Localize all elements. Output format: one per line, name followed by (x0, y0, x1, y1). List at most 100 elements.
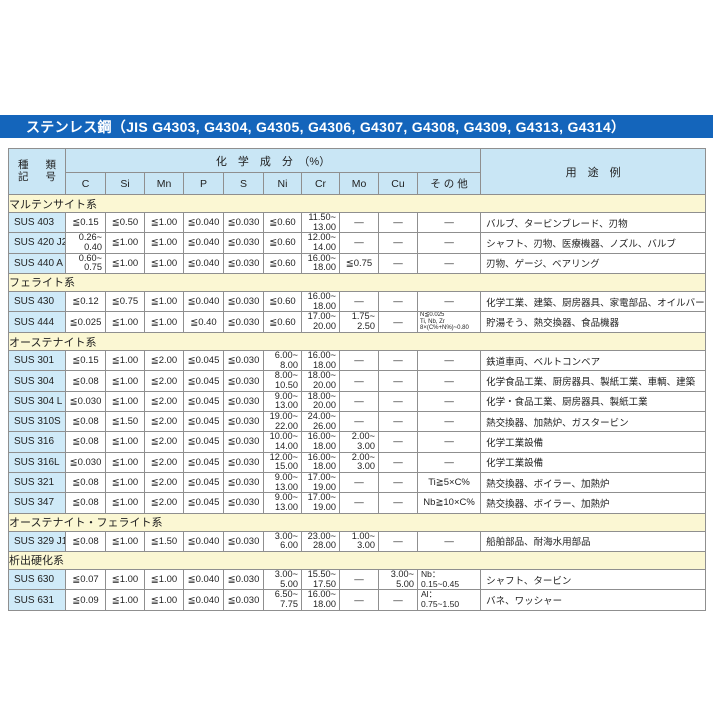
cell-code: SUS 630 (8, 568, 66, 591)
table-row: SUS 329 J1 ≦0.08 ≦1.00 ≦1.50 ≦0.040 ≦0.030 3.0… (8, 530, 707, 552)
cell-s: ≦0.030 (223, 492, 264, 514)
cell-usage: 化学工業設備 (480, 451, 707, 473)
cell-mo: — (339, 589, 379, 611)
cell-s: ≦0.030 (223, 471, 264, 494)
cell-mn: ≦1.00 (144, 252, 184, 274)
cell-c: ≦0.07 (65, 568, 106, 591)
cell-other: — (416, 451, 482, 473)
cell-si: ≦1.00 (105, 252, 145, 274)
cell-code: SUS 440 A (8, 252, 66, 274)
cell-usage: 刃物、ゲージ、ベアリング (480, 252, 707, 274)
section-header: オーステナイト系 (7, 332, 707, 352)
cell-usage: 化学食品工業、厨房器具、製紙工業、車輌、建築 (480, 370, 707, 392)
cell-usage: シャフト、刃物、医療機器、ノズル、バルブ (480, 232, 707, 254)
cell-ni: 6.50~ 7.75 (263, 589, 302, 611)
cell-code: SUS 347 (8, 492, 66, 514)
steel-table-body: マルテンサイト系 SUS 403 ≦0.15 ≦0.50 ≦1.00 ≦0.040 ≦0.0… (7, 194, 707, 611)
col-header-type-code: 種類 記号 (8, 148, 66, 195)
cell-other: — (416, 252, 482, 274)
cell-mo: — (339, 232, 379, 254)
cell-si: ≦1.00 (105, 589, 145, 611)
cell-cr: 18.00~ 20.00 (301, 390, 340, 412)
cell-mn: ≦1.00 (144, 211, 184, 234)
cell-cu: — (378, 410, 418, 433)
cell-ni: 8.00~ 10.50 (263, 370, 302, 392)
cell-code: SUS 430 (8, 290, 66, 313)
section-row: 析出硬化系 (7, 550, 707, 570)
table-row: SUS 304 ≦0.08 ≦1.00 ≦2.00 ≦0.045 ≦0.030 8.00~ 1… (8, 370, 707, 392)
cell-mo: — (339, 211, 379, 234)
cell-usage: バルブ、タービンブレード、刃物 (480, 211, 707, 234)
cell-other: — (416, 431, 482, 453)
cell-si: ≦1.00 (105, 350, 145, 372)
cell-cu: — (378, 589, 418, 611)
table-row: SUS 420 J2 0.26~ 0.40 ≦1.00 ≦1.00 ≦0.040 ≦0.03… (8, 232, 707, 254)
cell-p: ≦0.040 (183, 252, 224, 274)
cell-si: ≦1.00 (105, 530, 145, 552)
cell-mo: — (339, 370, 379, 392)
table-row: SUS 321 ≦0.08 ≦1.00 ≦2.00 ≦0.045 ≦0.030 9.00~ 1… (8, 471, 707, 494)
cell-cu: — (378, 370, 418, 392)
cell-si: ≦1.00 (105, 370, 145, 392)
section-header: マルテンサイト系 (7, 194, 707, 213)
cell-cr: 16.00~ 18.00 (301, 451, 340, 473)
cell-code: SUS 316 (8, 431, 66, 453)
cell-code: SUS 420 J2 (8, 232, 66, 254)
section-row: マルテンサイト系 (7, 194, 707, 213)
cell-mn: ≦1.00 (144, 589, 184, 611)
cell-cu: — (378, 232, 418, 254)
section-row: オーステナイト・フェライト系 (7, 512, 707, 532)
cell-si: ≦1.00 (105, 451, 145, 473)
cell-code: SUS 301 (8, 350, 66, 372)
cell-cu: — (378, 211, 418, 234)
col-header-Ni: Ni (263, 172, 302, 195)
table-row: SUS 316 ≦0.08 ≦1.00 ≦2.00 ≦0.045 ≦0.030 10.00~… (8, 431, 707, 453)
col-header-Mo: Mo (339, 172, 379, 195)
col-header-C: C (65, 172, 106, 195)
cell-cu: — (378, 390, 418, 412)
section-header: オーステナイト・フェライト系 (7, 512, 707, 532)
page-title-bar: ステンレス鋼（JIS G4303, G4304, G4305, G4306, G… (0, 115, 713, 138)
cell-other: — (416, 350, 482, 372)
cell-si: ≦1.00 (105, 390, 145, 412)
cell-si: ≦1.50 (105, 410, 145, 433)
cell-mn: ≦2.00 (144, 390, 184, 412)
table-row: SUS 430 ≦0.12 ≦0.75 ≦1.00 ≦0.040 ≦0.030 ≦0.60 1… (8, 290, 707, 313)
cell-code: SUS 444 (8, 311, 66, 334)
cell-ni: ≦0.60 (263, 252, 302, 274)
cell-code: SUS 321 (8, 471, 66, 494)
cell-cr: 16.00~ 18.00 (301, 589, 340, 611)
cell-ni: ≦0.60 (263, 290, 302, 313)
cell-ni: 6.00~ 8.00 (263, 350, 302, 372)
cell-cr: 12.00~ 14.00 (301, 232, 340, 254)
cell-other: — (416, 290, 482, 313)
cell-usage: 鉄道車両、ベルトコンベア (480, 350, 707, 372)
cell-p: ≦0.40 (183, 311, 224, 334)
cell-ni: 12.00~ 15.00 (263, 451, 302, 473)
table-row: SUS 301 ≦0.15 ≦1.00 ≦2.00 ≦0.045 ≦0.030 6.00~ 8… (8, 350, 707, 372)
cell-other: N≦0.025 Ti, Nb, Zr 8×(C%+N%)~0.80 (416, 311, 482, 334)
col-header-usage: 用 途 例 (480, 148, 707, 195)
col-header-P: P (183, 172, 224, 195)
cell-usage: シャフト、タービン (480, 568, 707, 591)
cell-p: ≦0.045 (183, 390, 224, 412)
cell-s: ≦0.030 (223, 311, 264, 334)
col-header-Cu: Cu (378, 172, 418, 195)
page-title: ステンレス鋼（JIS G4303, G4304, G4305, G4306, G… (26, 118, 626, 135)
cell-cr: 16.00~ 18.00 (301, 252, 340, 274)
cell-usage: 化学工業設備 (480, 431, 707, 453)
cell-mn: ≦1.00 (144, 311, 184, 334)
cell-mo: — (339, 410, 379, 433)
cell-mn: ≦2.00 (144, 492, 184, 514)
cell-other: — (416, 530, 482, 552)
cell-cr: 24.00~ 26.00 (301, 410, 340, 433)
section-header: フェライト系 (7, 272, 707, 292)
cell-cr: 17.00~ 19.00 (301, 471, 340, 494)
cell-code: SUS 329 J1 (8, 530, 66, 552)
cell-ni: 10.00~ 14.00 (263, 431, 302, 453)
cell-other: — (416, 390, 482, 412)
cell-cu: — (378, 350, 418, 372)
cell-c: ≦0.12 (65, 290, 106, 313)
cell-s: ≦0.030 (223, 589, 264, 611)
cell-other: Nb： 0.15~0.45 (416, 568, 482, 591)
